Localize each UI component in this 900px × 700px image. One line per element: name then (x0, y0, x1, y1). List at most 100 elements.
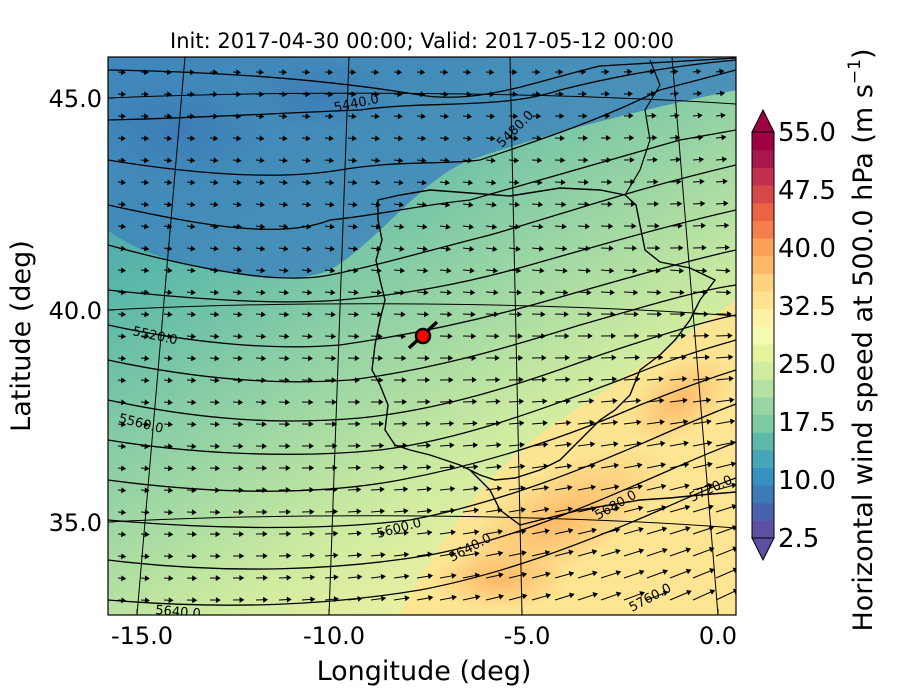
wind-arrow-head (491, 179, 497, 186)
wind-arrow-head (120, 245, 126, 252)
wind-arrow-head (355, 442, 361, 449)
colorbar-swatch (752, 237, 774, 257)
wind-arrow-head (144, 311, 150, 318)
wind-arrow-head (286, 596, 292, 603)
wind-arrow-head (262, 531, 268, 537)
wind-arrow-head (167, 377, 173, 384)
wind-arrow-head (635, 397, 642, 404)
wind-arrow-head (558, 91, 564, 97)
wind-arrow-head (634, 332, 640, 339)
wind-arrow-head (282, 69, 288, 76)
wind-arrow-head (305, 157, 311, 164)
wind-arrow-head (427, 595, 434, 601)
wind-arrow-head (213, 267, 220, 274)
wind-arrow-head (120, 135, 126, 142)
wind-arrow-head (143, 223, 150, 230)
wind-arrow-head (351, 91, 357, 98)
wind-arrow-head (259, 201, 266, 208)
wind-arrow-head (285, 465, 291, 471)
colorbar-tick-label: 55.0 (778, 118, 836, 148)
x-tick-label: -10.0 (303, 622, 365, 650)
wind-arrow-head (685, 547, 692, 553)
wind-arrow-head (585, 267, 592, 274)
wind-arrow-head (308, 377, 314, 384)
wind-arrow-head (592, 570, 598, 577)
wind-arrow-head (214, 421, 220, 428)
colorbar-swatch (752, 308, 774, 327)
wind-arrow-head (540, 311, 546, 318)
wind-arrow-head (561, 223, 567, 230)
wind-arrow-head (517, 311, 523, 318)
wind-arrow-head (633, 289, 639, 296)
wind-arrow-head (120, 223, 126, 230)
wind-arrow-head (675, 134, 681, 141)
wind-arrow-head (191, 421, 197, 428)
wind-arrow-head (678, 244, 684, 251)
wind-arrow-head (213, 179, 219, 186)
wind-arrow-head (519, 420, 525, 427)
wind-arrow-head (212, 69, 219, 76)
wind-arrow-head (659, 419, 665, 426)
wind-arrow-head (520, 507, 527, 513)
wind-arrow-head (282, 179, 289, 186)
wind-arrow-head (446, 289, 452, 296)
wind-arrow-head (191, 509, 197, 516)
wind-arrow-head (591, 527, 597, 534)
wind-arrow-head (239, 553, 245, 559)
wind-arrow-head (190, 135, 196, 142)
wind-arrow-head (189, 69, 196, 76)
wind-arrow-head (542, 398, 548, 405)
wind-arrow-head (730, 440, 736, 446)
wind-arrow-head (494, 333, 500, 340)
x-axis: -15.0 -10.0 -5.0 0.0 (111, 609, 737, 650)
wind-arrow-head (489, 69, 495, 76)
wind-arrow-head (399, 245, 405, 252)
wind-arrow-head (724, 244, 730, 251)
wind-arrow-head (673, 68, 679, 75)
wind-arrow-head (582, 113, 588, 119)
wind-arrow-head (535, 69, 541, 76)
wind-arrow-head (512, 91, 518, 98)
wind-arrow-head (701, 244, 707, 251)
colorbar-tick-label: 40.0 (778, 234, 836, 264)
wind-arrow-head (423, 311, 430, 318)
wind-arrow-head (238, 443, 244, 450)
wind-arrow-head (637, 484, 643, 490)
wind-arrow-head (143, 135, 150, 142)
wind-arrow-head (168, 575, 174, 582)
wind-arrow-head (306, 267, 313, 274)
wind-arrow-head (471, 376, 477, 383)
wind-arrow-head (191, 487, 197, 494)
wind-arrow-head (422, 201, 428, 208)
colorbar-swatch (752, 326, 774, 345)
colorbar-swatch (752, 361, 774, 380)
wind-arrow-head (629, 156, 635, 163)
wind-arrow-head (309, 530, 315, 537)
wind-arrow-head (426, 486, 432, 493)
wind-arrow-head (536, 113, 542, 120)
wind-arrow-head (493, 311, 499, 318)
colorbar-swatch (752, 396, 774, 416)
wind-arrow-head (376, 267, 382, 274)
wind-arrow-head (121, 597, 127, 604)
wind-arrow-head (568, 549, 574, 556)
wind-arrow-head (261, 443, 267, 450)
wind-arrow-head (611, 332, 617, 339)
wind-arrow-head (332, 421, 338, 427)
wind-arrow-head (725, 267, 731, 274)
wind-arrow-head (545, 571, 551, 578)
wind-arrow-head (283, 267, 289, 274)
wind-arrow-head (567, 484, 573, 491)
wind-arrow-head (703, 311, 709, 318)
colorbar-swatch (752, 220, 774, 239)
wind-arrow-head (613, 462, 620, 469)
wind-arrow-head (425, 398, 431, 405)
wind-arrow-head (560, 157, 566, 164)
wind-arrow-head (168, 597, 174, 604)
wind-arrow-head (497, 528, 503, 535)
wind-arrow-head (727, 332, 733, 339)
wind-arrow-head (120, 289, 127, 296)
wind-arrow-head (541, 333, 547, 340)
wind-arrow-head (512, 69, 518, 76)
y-tick-label: 40.0 (49, 297, 102, 325)
